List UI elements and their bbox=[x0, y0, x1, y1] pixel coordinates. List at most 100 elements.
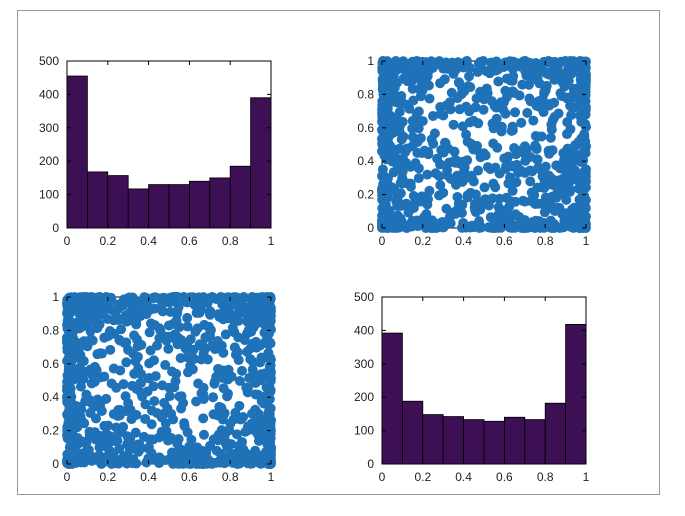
scatter-point bbox=[187, 364, 198, 375]
scatter-point bbox=[106, 458, 117, 469]
scatter-point bbox=[239, 335, 250, 346]
scatter-point bbox=[91, 365, 102, 376]
scatter-point bbox=[521, 70, 532, 81]
y-tick-label: 400 bbox=[39, 87, 59, 101]
scatter-point bbox=[435, 180, 446, 191]
scatter-point bbox=[95, 348, 106, 359]
scatter-point bbox=[125, 433, 136, 444]
y-tick-label: 0.2 bbox=[357, 188, 374, 202]
scatter-point bbox=[174, 391, 185, 402]
scatter-point bbox=[466, 138, 477, 149]
scatter-point bbox=[552, 181, 563, 192]
scatter-point bbox=[377, 116, 388, 127]
y-tick-label: 100 bbox=[354, 424, 374, 438]
histogram-bar bbox=[87, 171, 109, 229]
scatter-point bbox=[442, 170, 453, 181]
scatter-point bbox=[456, 208, 467, 219]
scatter-point bbox=[432, 153, 443, 164]
scatter-point bbox=[264, 394, 275, 405]
scatter-point bbox=[562, 129, 573, 140]
y-tick-label: 400 bbox=[354, 323, 374, 337]
y-tick-label: 500 bbox=[39, 54, 59, 68]
scatter-point bbox=[540, 192, 551, 203]
scatter-point bbox=[193, 457, 204, 468]
histogram-bar bbox=[401, 400, 424, 465]
scatter-point bbox=[531, 144, 542, 155]
scatter-point bbox=[149, 355, 160, 366]
scatter-point bbox=[522, 107, 533, 118]
scatter-point bbox=[148, 434, 159, 445]
scatter-point bbox=[194, 304, 205, 315]
scatter-point bbox=[241, 382, 252, 393]
scatter-point bbox=[457, 199, 468, 210]
y-tick-label: 500 bbox=[354, 290, 374, 304]
scatter-point bbox=[85, 395, 96, 406]
histogram-bar bbox=[107, 175, 129, 229]
subplot-bottom-right: 0 0.2 0.4 0.6 0.8 1 0 100 200 300 400 500 bbox=[354, 290, 590, 484]
scatter-point bbox=[567, 146, 578, 157]
scatter-point bbox=[160, 360, 171, 371]
x-tick-label: 0.2 bbox=[414, 234, 431, 248]
scatter-point bbox=[464, 117, 475, 128]
scatter-point bbox=[152, 340, 163, 351]
scatter-point bbox=[516, 222, 527, 233]
scatter-point bbox=[461, 101, 472, 112]
scatter-point bbox=[139, 305, 150, 316]
histogram-bar bbox=[66, 75, 88, 229]
scatter-point bbox=[397, 97, 408, 108]
scatter-point bbox=[549, 112, 560, 123]
scatter-point bbox=[580, 203, 591, 214]
scatter-point bbox=[180, 343, 191, 354]
scatter-point bbox=[216, 402, 227, 413]
scatter-point bbox=[408, 203, 419, 214]
histogram-bar bbox=[565, 323, 587, 465]
scatter-point bbox=[174, 444, 185, 455]
scatter-point bbox=[493, 202, 504, 213]
scatter-point bbox=[104, 430, 115, 441]
scatter-point bbox=[139, 292, 150, 303]
scatter-point bbox=[205, 440, 216, 451]
scatter-point bbox=[114, 443, 125, 454]
scatter-point bbox=[483, 222, 494, 233]
scatter-point bbox=[185, 334, 196, 345]
scatter-point bbox=[227, 322, 238, 333]
scatter-point bbox=[571, 174, 582, 185]
scatter-point bbox=[157, 306, 168, 317]
scatter-point bbox=[120, 452, 131, 463]
scatter-point bbox=[393, 218, 404, 229]
scatter-point bbox=[123, 315, 134, 326]
scatter-point bbox=[222, 391, 233, 402]
scatter-point bbox=[395, 188, 406, 199]
scatter-point bbox=[579, 142, 590, 153]
scatter-point bbox=[248, 357, 259, 368]
scatter-point bbox=[108, 363, 119, 374]
scatter-point bbox=[163, 343, 174, 354]
scatter-point bbox=[85, 334, 96, 345]
scatter-point bbox=[578, 69, 589, 80]
scatter-point bbox=[428, 111, 439, 122]
scatter-point bbox=[220, 457, 231, 468]
scatter-point bbox=[183, 457, 194, 468]
scatter-point bbox=[62, 381, 73, 392]
scatter-point bbox=[566, 221, 577, 232]
histogram-bar bbox=[168, 184, 190, 229]
scatter-point bbox=[528, 115, 539, 126]
scatter-point bbox=[461, 129, 472, 140]
scatter-point bbox=[62, 397, 73, 408]
scatter-point bbox=[220, 329, 231, 340]
histogram-bar bbox=[229, 165, 251, 229]
histogram-bar bbox=[188, 180, 211, 229]
x-tick-label: 0.6 bbox=[181, 234, 198, 248]
scatter-point bbox=[116, 324, 127, 335]
scatter-point bbox=[546, 119, 557, 130]
scatter-point bbox=[441, 203, 452, 214]
scatter-point bbox=[94, 292, 105, 303]
subplot-top-left: 0 0.2 0.4 0.6 0.8 1 0 100 200 300 400 500 bbox=[39, 54, 275, 248]
x-tick-label: 0.4 bbox=[455, 234, 472, 248]
scatter-point bbox=[82, 320, 93, 331]
scatter-point bbox=[147, 293, 158, 304]
scatter-point bbox=[149, 303, 160, 314]
histogram-bar bbox=[381, 332, 403, 465]
scatter-point bbox=[62, 450, 73, 461]
scatter-point bbox=[189, 353, 200, 364]
